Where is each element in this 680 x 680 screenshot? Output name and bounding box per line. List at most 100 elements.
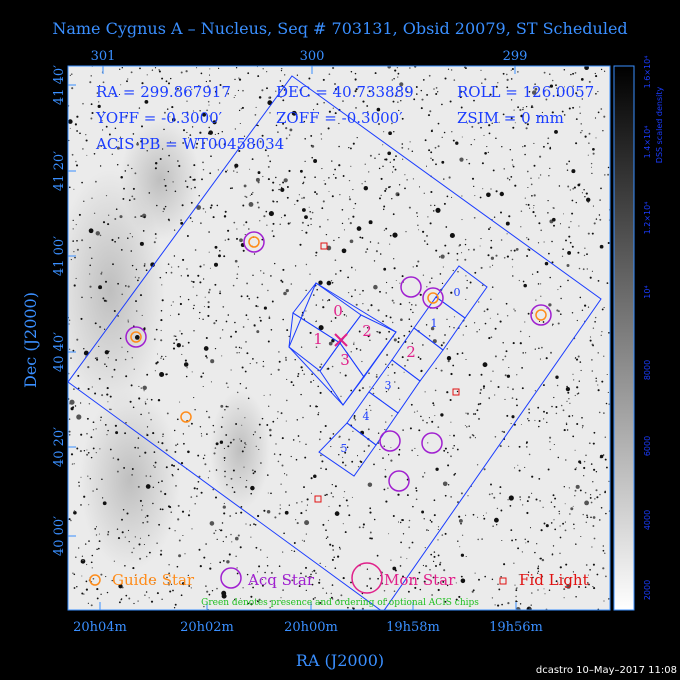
background-star — [262, 360, 265, 363]
background-star — [489, 93, 492, 96]
background-star — [383, 229, 386, 231]
background-star — [385, 292, 387, 294]
background-star — [477, 122, 480, 125]
background-star — [354, 72, 357, 75]
background-star — [482, 385, 486, 388]
background-star — [516, 374, 518, 376]
background-star — [422, 419, 424, 422]
background-star — [415, 498, 418, 501]
background-star — [391, 286, 394, 289]
background-star — [107, 223, 110, 226]
background-star — [502, 358, 504, 361]
background-star — [567, 391, 570, 394]
background-star — [143, 216, 146, 219]
background-star — [247, 602, 250, 605]
background-star — [327, 219, 329, 221]
background-star — [510, 422, 512, 425]
background-star — [255, 546, 258, 549]
background-star — [578, 225, 580, 227]
background-star — [280, 187, 285, 192]
background-star — [594, 498, 596, 500]
background-star — [568, 107, 571, 110]
background-star — [178, 554, 182, 558]
background-star — [416, 212, 418, 214]
background-star — [259, 436, 262, 439]
background-star — [511, 397, 514, 399]
background-star — [71, 463, 74, 465]
background-star — [466, 122, 468, 124]
background-star — [542, 145, 545, 148]
background-star — [241, 366, 244, 369]
background-star — [190, 496, 193, 498]
background-star — [218, 102, 221, 104]
background-star — [208, 130, 213, 135]
y-axis-title: Dec (J2000) — [21, 292, 40, 388]
background-star — [581, 98, 583, 100]
left-axis-label: 41 20′ — [52, 151, 67, 191]
background-star — [142, 505, 144, 507]
colorbar-tick-label: 8000 — [643, 360, 652, 380]
background-star — [212, 216, 215, 219]
background-star — [115, 359, 117, 361]
background-star — [460, 553, 465, 557]
background-star — [456, 352, 459, 355]
background-star — [422, 475, 424, 478]
background-star — [510, 69, 512, 71]
background-star — [392, 566, 397, 571]
background-star — [169, 116, 171, 118]
background-star — [587, 154, 589, 156]
background-star — [159, 276, 162, 279]
background-star — [432, 210, 435, 212]
background-star — [578, 460, 582, 464]
background-star — [225, 170, 227, 173]
background-star — [310, 217, 312, 220]
aimpoint-marker — [334, 333, 348, 347]
background-star — [305, 589, 307, 592]
background-star — [255, 445, 257, 447]
background-star — [499, 320, 502, 323]
background-star — [241, 424, 243, 426]
background-star — [105, 125, 108, 128]
background-star — [137, 279, 139, 282]
background-star — [435, 565, 437, 567]
background-star — [187, 341, 190, 344]
background-star — [342, 175, 345, 177]
background-star — [420, 89, 423, 92]
background-star — [389, 234, 392, 237]
background-star — [221, 593, 227, 599]
background-star — [258, 565, 261, 568]
background-star — [461, 352, 464, 354]
background-star — [250, 603, 253, 606]
background-star — [559, 223, 562, 225]
background-star — [291, 579, 294, 582]
background-star — [545, 98, 548, 101]
background-star — [452, 139, 455, 142]
background-star — [268, 317, 271, 319]
background-star — [376, 107, 381, 112]
background-star — [223, 143, 226, 146]
background-star — [583, 460, 586, 463]
background-star — [322, 200, 325, 203]
background-star — [133, 547, 135, 549]
background-star — [551, 553, 554, 555]
background-star — [222, 559, 225, 562]
background-star — [343, 357, 345, 359]
background-star — [590, 501, 593, 504]
background-star — [264, 149, 267, 152]
background-star — [310, 381, 312, 383]
background-star — [384, 429, 386, 431]
background-star — [233, 96, 235, 99]
background-star — [99, 325, 102, 329]
background-star — [401, 356, 404, 359]
background-star — [178, 539, 181, 542]
plot-frame — [67, 65, 611, 611]
background-star — [193, 178, 196, 181]
background-star — [109, 448, 112, 451]
background-star — [99, 448, 101, 450]
background-star — [385, 187, 388, 190]
background-star — [558, 510, 560, 513]
background-star — [444, 334, 446, 336]
background-star — [324, 424, 327, 428]
background-star — [497, 313, 499, 315]
background-star — [182, 142, 185, 144]
